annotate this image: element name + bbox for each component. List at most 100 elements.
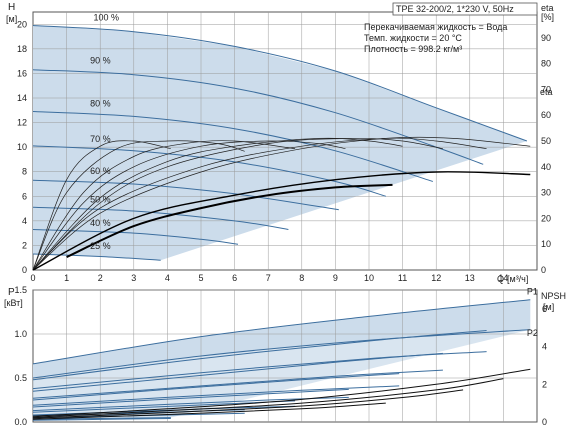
speed-label: 50 %: [90, 194, 111, 204]
qh-curve: [32, 145, 386, 197]
y-tick-label: 0: [22, 265, 27, 275]
qh-curves: [32, 25, 531, 271]
eta-curve: [32, 140, 296, 271]
eta-axis-label-top: eta: [541, 3, 554, 13]
speed-label: 60 %: [90, 166, 111, 176]
eta-axis-label: eta: [540, 87, 553, 97]
qh-curve: [32, 25, 528, 142]
info-density: Плотность = 998.2 кг/м³: [364, 44, 462, 54]
eta-envelope-curve: [66, 183, 393, 259]
p2-curve: [32, 329, 531, 379]
qh-tick-labels: 0 1 2 3 4 5 6 7 8 9 10 11 12 13 1402468101214161820010…: [17, 19, 551, 283]
eta-curve: [32, 140, 171, 271]
y-tick-label: 14: [17, 93, 27, 103]
power-curves: [32, 299, 531, 421]
p1-curve: [32, 388, 349, 408]
eta-tick-label: 90: [541, 33, 551, 43]
eta-curve: [32, 140, 346, 271]
y-tick-label: 10: [17, 142, 27, 152]
npsh-axis-label: NPSH: [541, 291, 566, 301]
eta-tick-label: 10: [541, 239, 551, 249]
info-box: TPE 32-200/2, 1*230 V, 50Hz Перекачиваем…: [364, 2, 538, 54]
power-tick-label: 0.0: [14, 417, 27, 427]
power-curve-label: P2: [527, 328, 538, 338]
eta-tick-label: 70: [541, 84, 551, 94]
eta-tick-label: 40: [541, 162, 551, 172]
eta-tick-label: 80: [541, 59, 551, 69]
p2-curve: [32, 385, 400, 406]
npsh-tick-label: 2: [542, 379, 547, 389]
speed-label: 70 %: [90, 134, 111, 144]
x-tick-label: 14: [498, 273, 508, 283]
y-tick-label: 20: [17, 19, 27, 29]
npsh-curve: [32, 402, 386, 420]
power-area-polygon: [33, 299, 531, 378]
pump-title: TPE 32-200/2, 1*230 V, 50Hz: [396, 4, 514, 14]
eta-axis-unit: [%]: [541, 12, 554, 22]
p-axis-unit: [кВт]: [4, 298, 23, 308]
npsh-curve: [32, 368, 531, 417]
eta-tick-label: 0: [541, 265, 546, 275]
info-temperature: Темп. жидкости = 20 °C: [364, 33, 462, 43]
eta-tick-label: 50: [541, 136, 551, 146]
npsh-tick-label: 0: [542, 417, 547, 427]
power-grid: [33, 289, 537, 422]
eta-tick-label: 20: [541, 213, 551, 223]
power-curve-labels: P1 P2: [527, 286, 538, 337]
eta-curve: [32, 137, 487, 271]
speed-label: 40 %: [90, 218, 111, 228]
x-tick-label: 6: [232, 273, 237, 283]
eta-curve: [32, 140, 245, 271]
x-tick-label: 13: [465, 273, 475, 283]
y-tick-label: 16: [17, 68, 27, 78]
title-box: [392, 2, 538, 16]
x-tick-label: 4: [165, 273, 170, 283]
speed-labels: 100 % 90 % 80 % 70 % 60 % 50 % 40 % 25 %: [90, 13, 119, 252]
power-operating-area: [33, 299, 531, 420]
npsh-tick-label: 6: [542, 304, 547, 314]
qh-grid: [33, 12, 537, 270]
x-tick-label: 8: [299, 273, 304, 283]
speed-label: 90 %: [90, 56, 111, 66]
power-tick-labels: 0.0 0.5 1.0 1.5 0 2 4 6: [14, 285, 547, 427]
speed-label: 80 %: [90, 99, 111, 109]
qh-curve: [32, 111, 433, 182]
power-tick-label: 1.0: [14, 329, 27, 339]
p2-curve: [32, 351, 487, 390]
npsh-curve: [32, 378, 504, 418]
qh-chart: 0 1 2 3 4 5 6 7 8 9 10 11 12 13 1402468101214161820010…: [6, 2, 554, 284]
p-axis-label: P: [8, 287, 15, 298]
eta-curve: [32, 137, 403, 271]
x-tick-label: 3: [131, 273, 136, 283]
qh-curve: [32, 179, 339, 211]
y-tick-label: 4: [22, 216, 27, 226]
power-area-lower-polygon: [33, 329, 531, 420]
info-liquid: Перекачиваемая жидкость = Вода: [364, 22, 507, 32]
p1-curve: [32, 299, 531, 365]
x-tick-label: 5: [198, 273, 203, 283]
q-axis-label: Q: [497, 274, 504, 284]
x-tick-label: 9: [333, 273, 338, 283]
y-tick-label: 12: [17, 118, 27, 128]
operating-area-polygon: [33, 25, 527, 261]
x-tick-label: 1: [64, 273, 69, 283]
speed-label: 25 %: [90, 241, 111, 251]
x-tick-label: 10: [364, 273, 374, 283]
power-tick-label: 0.5: [14, 373, 27, 383]
y-tick-label: 18: [17, 44, 27, 54]
npsh-curve: [32, 389, 464, 419]
x-tick-label: 11: [398, 273, 407, 283]
eta-curve: [32, 137, 443, 271]
power-npsh-chart: 0.0 0.5 1.0 1.5 0 2 4 6 P1 P2 P [кВт] NPSH [м]: [4, 285, 566, 427]
npsh-tick-label: 4: [542, 342, 547, 352]
p2-curve: [32, 418, 171, 421]
x-tick-label: 0: [30, 273, 35, 283]
h-axis-unit: [м]: [6, 14, 17, 24]
eta-tick-label: 30: [541, 188, 551, 198]
qh-operating-area: [33, 25, 527, 261]
eta-tick-label: 60: [541, 110, 551, 120]
eta-curve: [32, 136, 531, 271]
q-axis-unit: [м³/ч]: [507, 274, 528, 284]
eta-envelope-curve: [32, 171, 531, 271]
